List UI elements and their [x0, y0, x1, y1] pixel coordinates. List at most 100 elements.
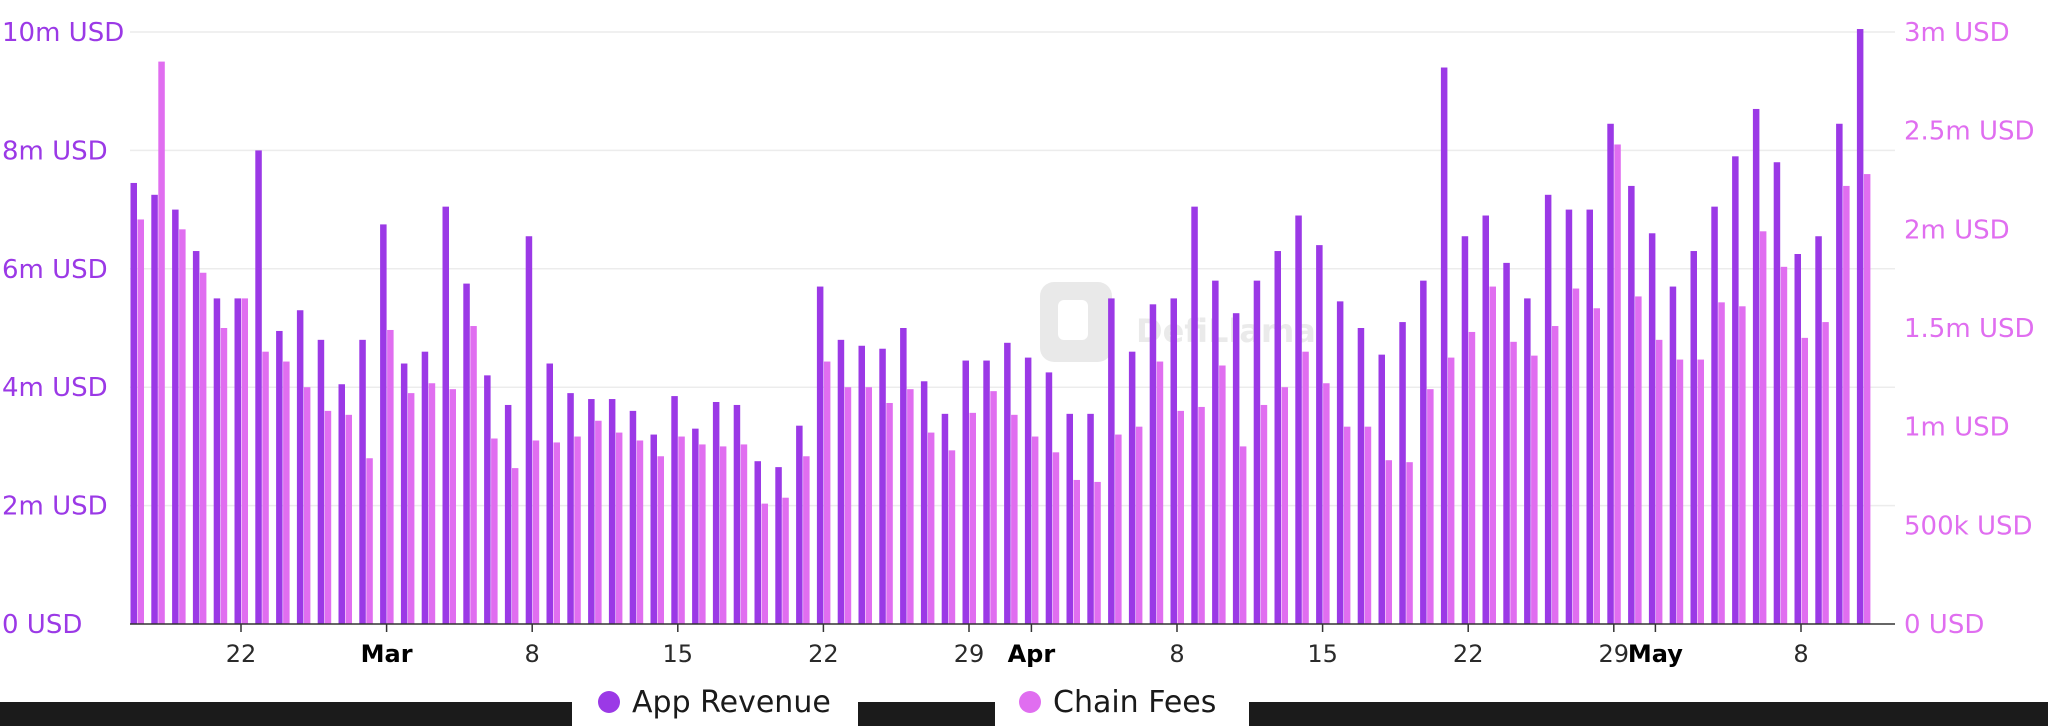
- app-revenue-bar: [484, 375, 491, 624]
- chain-fees-bar: [428, 383, 436, 624]
- chain-fees-bar: [1031, 436, 1039, 624]
- app-revenue-bar: [1336, 301, 1344, 624]
- app-revenue-bar: [1690, 251, 1697, 625]
- app-revenue-bar: [1836, 123, 1843, 624]
- x-tick-label: 8: [1169, 640, 1184, 668]
- chain-fees-bar: [595, 420, 602, 624]
- chain-fees-bar: [1302, 351, 1309, 624]
- legend-item-app-revenue[interactable]: App Revenue: [572, 678, 858, 726]
- app-revenue-bar: [1024, 357, 1032, 624]
- chain-fees-bar: [1676, 359, 1684, 624]
- bar-series: [130, 29, 1871, 625]
- app-revenue-bar: [1253, 280, 1261, 624]
- chain-fees-bar: [1655, 339, 1663, 624]
- right-y-axis: 0 USD 500k USD 1m USD 1.5m USD 2m USD 2.5m US…: [1904, 18, 2035, 640]
- chain-fees-bar: [345, 414, 352, 624]
- x-tick-label: 22: [226, 640, 257, 668]
- right-y-tick-label: 2m USD: [1904, 215, 2010, 245]
- app-revenue-bar: [962, 360, 969, 624]
- chain-fees-bar: [532, 440, 540, 624]
- app-revenue-bar: [1399, 322, 1406, 624]
- left-y-tick-label: 10m USD: [2, 18, 124, 48]
- app-revenue-bar: [1232, 313, 1240, 624]
- chain-fees-bar: [387, 329, 394, 624]
- x-tick-label: 22: [1453, 640, 1484, 668]
- right-y-tick-label: 0 USD: [1904, 610, 1984, 640]
- chain-fees-bar: [1572, 288, 1580, 624]
- chain-fees-bar: [1843, 185, 1850, 625]
- chain-fees-bar: [1593, 308, 1600, 624]
- chain-fees-bar: [844, 387, 852, 624]
- app-revenue-bar: [1752, 108, 1760, 624]
- x-tick-label: 8: [525, 640, 540, 668]
- app-revenue-bar: [1648, 233, 1656, 624]
- chain-fees-bar: [1822, 322, 1829, 624]
- right-y-tick-label: 1.5m USD: [1904, 314, 2035, 344]
- chain-fees-bar: [803, 456, 810, 624]
- app-revenue-bar: [1274, 251, 1281, 625]
- chain-fees-bar: [1177, 410, 1184, 624]
- app-revenue-bar: [1004, 342, 1011, 624]
- watermark-text: DefiLlama: [1136, 312, 1316, 350]
- app-revenue-bar: [504, 404, 512, 624]
- left-y-tick-label: 0 USD: [2, 610, 82, 640]
- app-revenue-bar: [1524, 298, 1531, 624]
- app-revenue-bar: [1316, 245, 1323, 624]
- app-revenue-bar: [1482, 215, 1489, 624]
- x-tick-label: 29: [954, 640, 985, 668]
- app-revenue-bar: [213, 298, 221, 624]
- left-y-tick-label: 8m USD: [2, 136, 108, 166]
- app-revenue-bar: [650, 434, 657, 624]
- chain-fees-bar: [1052, 452, 1060, 624]
- app-revenue-bar: [255, 150, 262, 624]
- app-revenue-bar: [525, 236, 533, 625]
- chain-fees-bar: [324, 410, 332, 624]
- app-revenue-bar: [192, 251, 200, 625]
- chain-fees-bar: [1260, 404, 1268, 624]
- chain-fees-bar: [1011, 414, 1018, 624]
- app-revenue-bar: [1087, 413, 1094, 624]
- app-revenue-bar: [983, 360, 990, 624]
- chain-fees-bar: [1489, 286, 1496, 624]
- chain-fees-bar: [1343, 426, 1351, 624]
- chain-fees-bar: [1156, 361, 1164, 624]
- app-revenue-bar: [400, 363, 408, 624]
- x-tick-label: 29: [1599, 640, 1630, 668]
- app-revenue-bar: [775, 467, 782, 624]
- app-revenue-bar: [546, 363, 553, 624]
- app-revenue-bar: [920, 381, 928, 624]
- app-revenue-bar: [1295, 215, 1302, 624]
- chain-fees-bar: [1094, 481, 1101, 624]
- chain-fees-bar: [678, 436, 685, 624]
- app-revenue-bar: [1565, 209, 1573, 624]
- app-revenue-bar: [608, 399, 616, 624]
- app-revenue-bar: [629, 410, 637, 624]
- chain-fees-bar: [241, 298, 248, 624]
- x-tick-label: 22: [808, 640, 839, 668]
- app-revenue-bar: [1461, 236, 1469, 625]
- app-revenue-bar: [359, 339, 366, 624]
- chain-fees-bar: [1281, 387, 1288, 624]
- app-revenue-bar: [296, 310, 304, 624]
- chain-fees-bar: [823, 361, 831, 624]
- legend-label-app-revenue: App Revenue: [632, 684, 831, 720]
- chain-fees-bar: [1115, 434, 1122, 624]
- legend-item-chain-fees[interactable]: Chain Fees: [995, 678, 1249, 726]
- chain-fees-bar: [449, 389, 456, 624]
- chain-fees-bar: [907, 389, 914, 624]
- chain-fees-bar: [199, 272, 207, 624]
- app-revenue-bar: [712, 402, 720, 624]
- chain-fees-bar: [158, 61, 165, 625]
- chain-fees-bar: [1510, 341, 1517, 624]
- x-tick-label: 15: [1307, 640, 1338, 668]
- chain-fees-bar: [782, 497, 789, 624]
- app-revenue-bar: [733, 404, 741, 624]
- app-revenue-bar: [567, 393, 574, 624]
- chain-fees-bar: [719, 446, 727, 624]
- chain-fees-bar: [1385, 460, 1392, 624]
- chain-fees-bar: [1323, 383, 1330, 624]
- app-revenue-bar: [1149, 304, 1157, 624]
- app-revenue-bar: [816, 286, 824, 624]
- right-y-tick-label: 1m USD: [1904, 413, 2010, 443]
